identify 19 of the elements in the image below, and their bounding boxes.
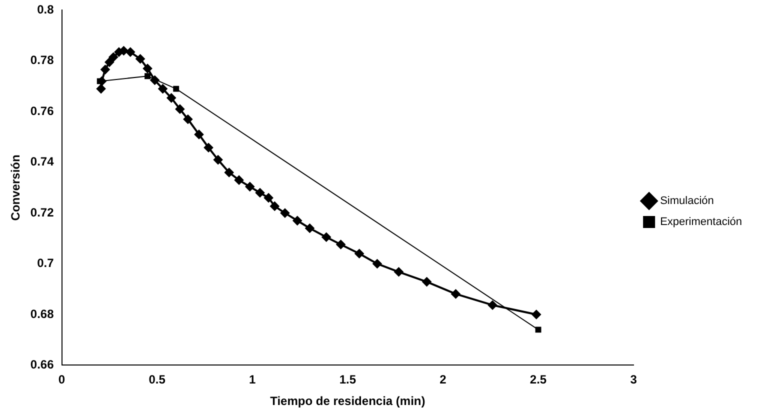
legend-label: Simulación <box>660 195 714 208</box>
x-tick-label: 2 <box>440 372 447 387</box>
y-tick-label: 0.7 <box>37 256 54 270</box>
legend-label: Experimentación <box>660 216 742 228</box>
y-tick-label: 0.76 <box>30 104 54 118</box>
y-axis-title: Conversión <box>8 154 23 221</box>
y-tick-label: 0.74 <box>30 154 54 169</box>
y-tick-label: 0.68 <box>30 306 54 321</box>
x-tick-label: 3 <box>630 372 638 387</box>
x-tick-label: 1 <box>249 372 256 387</box>
x-tick-label: 0.5 <box>148 372 166 387</box>
x-axis-title: Tiempo de residencia (min) <box>270 394 426 408</box>
x-tick-label: 0 <box>58 372 66 387</box>
y-tick-label: 0.78 <box>30 53 54 68</box>
x-tick-label: 2.5 <box>530 372 547 387</box>
y-tick-label: 0.8 <box>37 2 54 17</box>
x-tick-label: 1.5 <box>339 372 356 387</box>
y-tick-label: 0.66 <box>30 358 54 372</box>
y-tick-label: 0.72 <box>30 205 54 220</box>
